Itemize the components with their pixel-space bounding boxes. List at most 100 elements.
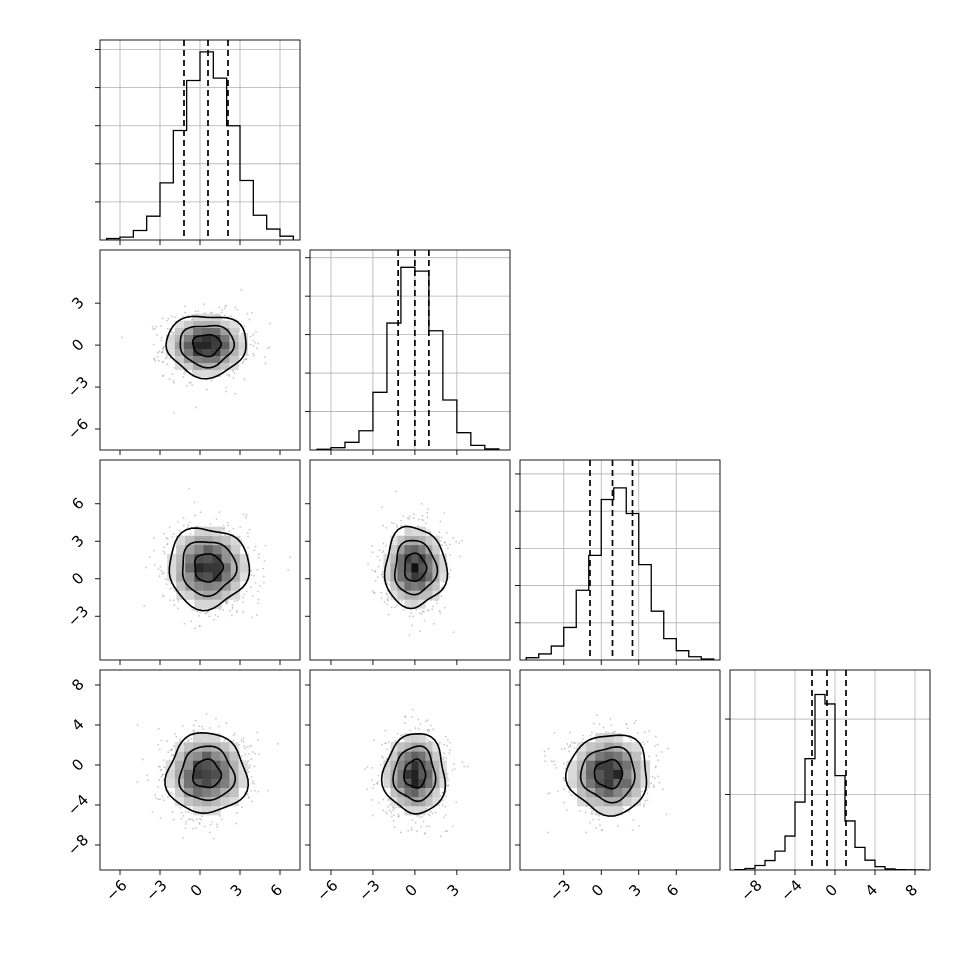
- scatter-point: [377, 801, 380, 804]
- scatter-point: [203, 303, 206, 306]
- scatter-point: [430, 599, 432, 602]
- density-cell: [411, 751, 419, 761]
- scatter-point: [367, 562, 369, 565]
- scatter-point: [385, 592, 388, 595]
- scatter-point: [573, 747, 576, 749]
- scatter-point: [244, 747, 246, 750]
- density-cell: [439, 562, 447, 573]
- scatter-point: [153, 327, 156, 330]
- scatter-point: [364, 767, 367, 770]
- scatter-point: [205, 712, 208, 715]
- scatter-point: [228, 530, 231, 533]
- density-cell: [418, 581, 426, 591]
- scatter-point: [442, 799, 445, 802]
- scatter-point: [246, 332, 249, 335]
- scatter-point: [432, 728, 435, 731]
- density-cell: [432, 742, 440, 752]
- scatter-point: [451, 825, 454, 828]
- scatter-point: [213, 618, 216, 621]
- scatter-point: [371, 799, 374, 801]
- density-cell: [397, 553, 405, 564]
- scatter-point: [192, 730, 195, 733]
- scatter-point: [436, 602, 438, 605]
- scatter-point: [428, 729, 431, 731]
- scatter-point: [160, 339, 163, 342]
- scatter-point: [156, 334, 158, 336]
- scatter-point: [194, 310, 197, 313]
- density-cell: [404, 796, 412, 807]
- scatter-point: [423, 619, 426, 622]
- density-cell: [202, 778, 212, 789]
- scatter-point: [253, 782, 256, 785]
- scatter-point: [245, 590, 248, 593]
- density-cell: [220, 320, 230, 329]
- density-cell: [193, 760, 203, 770]
- scatter-point: [248, 528, 251, 531]
- scatter-point: [234, 732, 236, 735]
- density-cell: [185, 572, 195, 582]
- scatter-point: [391, 521, 393, 524]
- density-cell: [230, 562, 241, 573]
- scatter-point: [455, 801, 458, 804]
- scatter-point: [204, 612, 207, 615]
- scatter-point: [446, 773, 449, 776]
- scatter-point: [247, 753, 250, 755]
- density-cell: [404, 742, 412, 752]
- density-cell: [202, 327, 212, 336]
- density-cell: [390, 760, 398, 770]
- density-cell: [425, 553, 433, 564]
- density-cell: [165, 341, 176, 349]
- density-cell: [183, 796, 194, 807]
- scatter-point: [398, 600, 400, 603]
- density-cell: [211, 320, 221, 329]
- scatter-point: [161, 361, 164, 364]
- scatter-point: [446, 776, 449, 779]
- scatter-point: [427, 740, 430, 743]
- scatter-point: [199, 511, 202, 514]
- density-cell: [193, 805, 203, 816]
- scatter-point: [225, 304, 228, 307]
- scatter-point: [243, 745, 246, 747]
- scatter-point: [164, 578, 167, 580]
- scatter-point: [427, 529, 430, 532]
- scatter-point: [154, 797, 157, 799]
- scatter-point: [400, 525, 402, 527]
- scatter-point: [160, 351, 163, 354]
- density-cell: [404, 544, 412, 555]
- scatter-point: [419, 630, 421, 633]
- scatter-point: [197, 310, 200, 312]
- scatter-point: [169, 587, 172, 590]
- contour-line: [165, 315, 247, 380]
- scatter-point: [146, 779, 149, 782]
- density-cell: [229, 334, 239, 343]
- scatter-point: [411, 708, 414, 711]
- scatter-point: [429, 724, 432, 727]
- scatter-point: [266, 789, 269, 792]
- density-cell: [432, 581, 440, 591]
- scatter-point: [192, 827, 195, 830]
- scatter-point: [161, 317, 164, 320]
- scatter-point: [158, 779, 161, 781]
- scatter-point: [186, 526, 189, 529]
- scatter-point: [264, 544, 267, 547]
- density-cell: [418, 751, 426, 761]
- scatter-point: [198, 625, 201, 628]
- density-cell: [418, 535, 426, 546]
- scatter-point: [432, 605, 435, 608]
- density-cell: [425, 796, 433, 807]
- scatter-point: [386, 603, 388, 606]
- scatter-point: [408, 633, 411, 636]
- scatter-point: [244, 753, 246, 756]
- scatter-point: [381, 576, 384, 578]
- density-cell: [183, 778, 194, 789]
- scatter-point: [159, 798, 161, 801]
- scatter-point: [425, 720, 428, 723]
- scatter-point: [209, 823, 212, 826]
- density-cell: [397, 535, 405, 546]
- scatter-point: [420, 518, 423, 521]
- scatter-point: [226, 522, 229, 524]
- scatter-point: [185, 820, 188, 823]
- scatter-point: [249, 343, 252, 346]
- scatter-point: [419, 816, 421, 819]
- scatter-point: [221, 308, 224, 311]
